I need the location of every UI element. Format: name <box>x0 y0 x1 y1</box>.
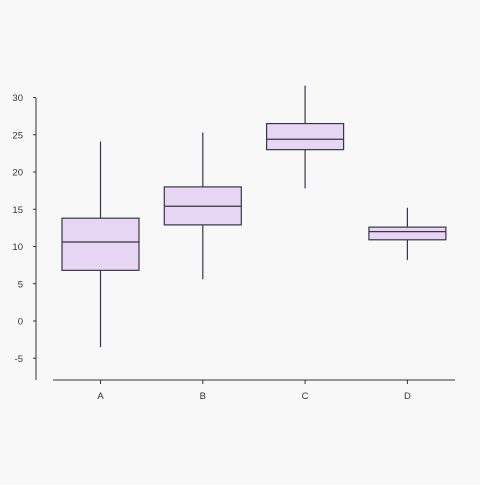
y-tick-label: 30 <box>12 93 23 104</box>
y-tick-label: 20 <box>12 168 23 179</box>
x-tick-label: B <box>200 391 206 402</box>
x-tick-label: A <box>97 391 104 402</box>
x-axis: A B C D <box>53 379 455 402</box>
iqr-box <box>61 217 140 271</box>
box-B <box>163 132 242 280</box>
y-tick-label: 10 <box>12 242 23 253</box>
iqr-box <box>368 226 447 241</box>
boxes-layer <box>61 85 447 348</box>
iqr-box <box>266 122 345 151</box>
x-tick-label: C <box>302 391 309 402</box>
y-tick-label: -5 <box>15 354 23 365</box>
y-tick-label: 0 <box>18 317 23 328</box>
box-D <box>368 207 447 260</box>
y-axis: -5 0 5 10 15 20 25 30 <box>12 93 37 380</box>
y-tick-label: 25 <box>12 130 23 141</box>
y-tick-label: 5 <box>18 279 23 290</box>
box-A <box>61 141 140 348</box>
x-tick-label: D <box>404 391 411 402</box>
y-tick-label: 15 <box>12 205 23 216</box>
box-C <box>266 85 345 189</box>
